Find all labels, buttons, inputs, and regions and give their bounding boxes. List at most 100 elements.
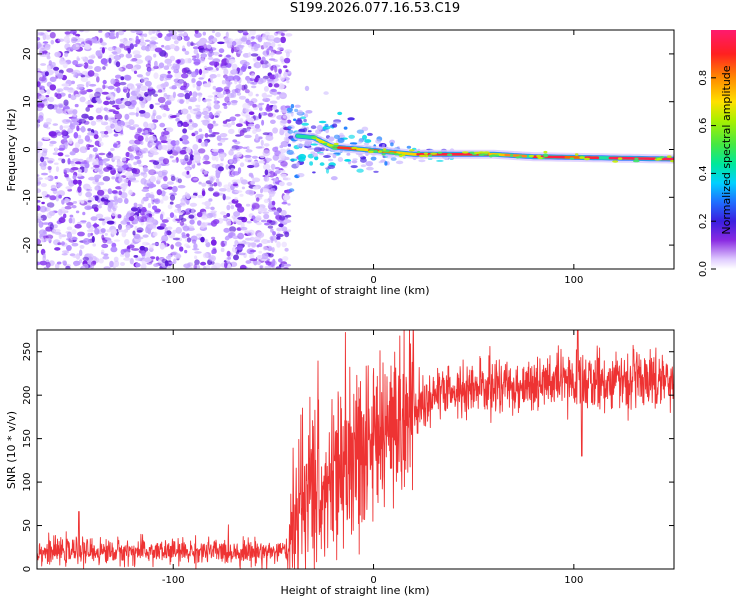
noise-speck bbox=[75, 210, 80, 214]
noise-speck bbox=[228, 128, 235, 135]
noise-speck bbox=[82, 263, 89, 269]
noise-speck bbox=[188, 105, 192, 110]
noise-speck bbox=[236, 220, 243, 226]
noise-speck bbox=[133, 202, 138, 207]
noise-speck bbox=[271, 247, 275, 253]
noise-speck bbox=[230, 69, 239, 75]
noise-speck bbox=[277, 46, 284, 51]
signal-accent bbox=[478, 153, 485, 156]
noise-speck bbox=[95, 213, 104, 219]
noise-speck bbox=[75, 63, 83, 68]
noise-speck bbox=[261, 239, 269, 244]
noise-speck bbox=[103, 216, 111, 220]
noise-speck bbox=[179, 220, 185, 226]
noise-speck bbox=[149, 103, 154, 110]
noise-speck bbox=[141, 206, 147, 213]
noise-speck bbox=[230, 148, 237, 151]
noise-speck bbox=[224, 236, 230, 241]
noise-speck bbox=[106, 229, 111, 233]
noise-speck bbox=[260, 60, 264, 65]
noise-speck bbox=[125, 53, 132, 59]
noise-speck bbox=[217, 181, 222, 187]
noise-speck bbox=[129, 154, 135, 161]
noise-speck bbox=[163, 176, 168, 182]
snr-xtick-label: -100 bbox=[162, 575, 185, 586]
noise-speck bbox=[156, 175, 162, 182]
noise-speck bbox=[198, 148, 206, 154]
noise-speck bbox=[159, 73, 168, 78]
noise-speck bbox=[174, 71, 183, 79]
snr-ytick-label: 50 bbox=[22, 519, 33, 532]
noise-speck bbox=[106, 152, 114, 159]
noise-speck bbox=[186, 237, 192, 243]
noise-speck bbox=[61, 253, 68, 256]
transition-speck bbox=[320, 147, 325, 152]
signal-accent bbox=[332, 145, 339, 148]
noise-speck bbox=[170, 175, 176, 182]
signal-accent bbox=[327, 144, 335, 147]
noise-speck bbox=[102, 255, 110, 260]
noise-speck bbox=[149, 44, 155, 47]
noise-speck bbox=[210, 80, 214, 83]
noise-speck bbox=[42, 33, 47, 41]
noise-speck bbox=[249, 249, 257, 253]
noise-speck bbox=[103, 266, 111, 269]
noise-speck bbox=[141, 45, 147, 51]
noise-speck bbox=[209, 74, 217, 79]
noise-speck bbox=[191, 239, 197, 244]
noise-speck bbox=[82, 256, 90, 261]
noise-speck bbox=[50, 39, 55, 45]
noise-speck bbox=[56, 183, 61, 189]
noise-speck bbox=[155, 115, 162, 120]
noise-speck bbox=[196, 106, 201, 109]
noise-speck bbox=[192, 83, 196, 88]
noise-speck bbox=[163, 130, 170, 136]
noise-speck bbox=[245, 114, 251, 120]
noise-speck bbox=[234, 113, 241, 117]
noise-speck bbox=[258, 102, 265, 106]
noise-speck bbox=[135, 83, 143, 87]
noise-speck bbox=[85, 40, 92, 44]
noise-speck bbox=[249, 236, 255, 241]
signal-accent bbox=[659, 156, 665, 159]
noise-speck bbox=[264, 260, 270, 264]
noise-speck bbox=[160, 223, 167, 228]
noise-speck bbox=[153, 263, 159, 267]
noise-speck bbox=[251, 161, 256, 165]
signal-accent bbox=[373, 150, 378, 153]
noise-speck bbox=[54, 147, 58, 153]
noise-speck bbox=[49, 223, 54, 230]
noise-speck bbox=[212, 85, 217, 90]
noise-speck bbox=[239, 129, 245, 136]
noise-speck bbox=[61, 199, 65, 205]
noise-speck bbox=[281, 263, 285, 269]
transition-speck bbox=[380, 159, 386, 163]
noise-speck bbox=[246, 220, 252, 224]
noise-speck bbox=[80, 200, 85, 204]
noise-speck bbox=[278, 258, 283, 263]
transition-speck bbox=[324, 123, 329, 128]
noise-speck bbox=[73, 74, 78, 78]
noise-speck bbox=[112, 104, 119, 108]
transition-speck bbox=[346, 152, 351, 156]
noise-speck bbox=[181, 210, 185, 214]
noise-speck bbox=[283, 219, 292, 224]
noise-speck bbox=[217, 142, 223, 146]
noise-speck bbox=[226, 250, 231, 257]
noise-speck bbox=[62, 125, 71, 129]
noise-speck bbox=[157, 96, 166, 104]
noise-speck bbox=[284, 156, 290, 161]
transition-speck bbox=[350, 165, 358, 169]
noise-speck bbox=[40, 63, 47, 66]
noise-speck bbox=[157, 170, 163, 177]
transition-speck bbox=[351, 160, 358, 164]
noise-speck bbox=[166, 33, 174, 37]
noise-speck bbox=[81, 56, 86, 60]
noise-speck bbox=[103, 194, 110, 200]
noise-speck bbox=[223, 214, 228, 219]
noise-speck bbox=[194, 32, 202, 38]
noise-speck bbox=[251, 36, 255, 39]
noise-speck bbox=[210, 220, 218, 227]
noise-speck bbox=[43, 137, 51, 140]
noise-speck bbox=[234, 79, 238, 85]
